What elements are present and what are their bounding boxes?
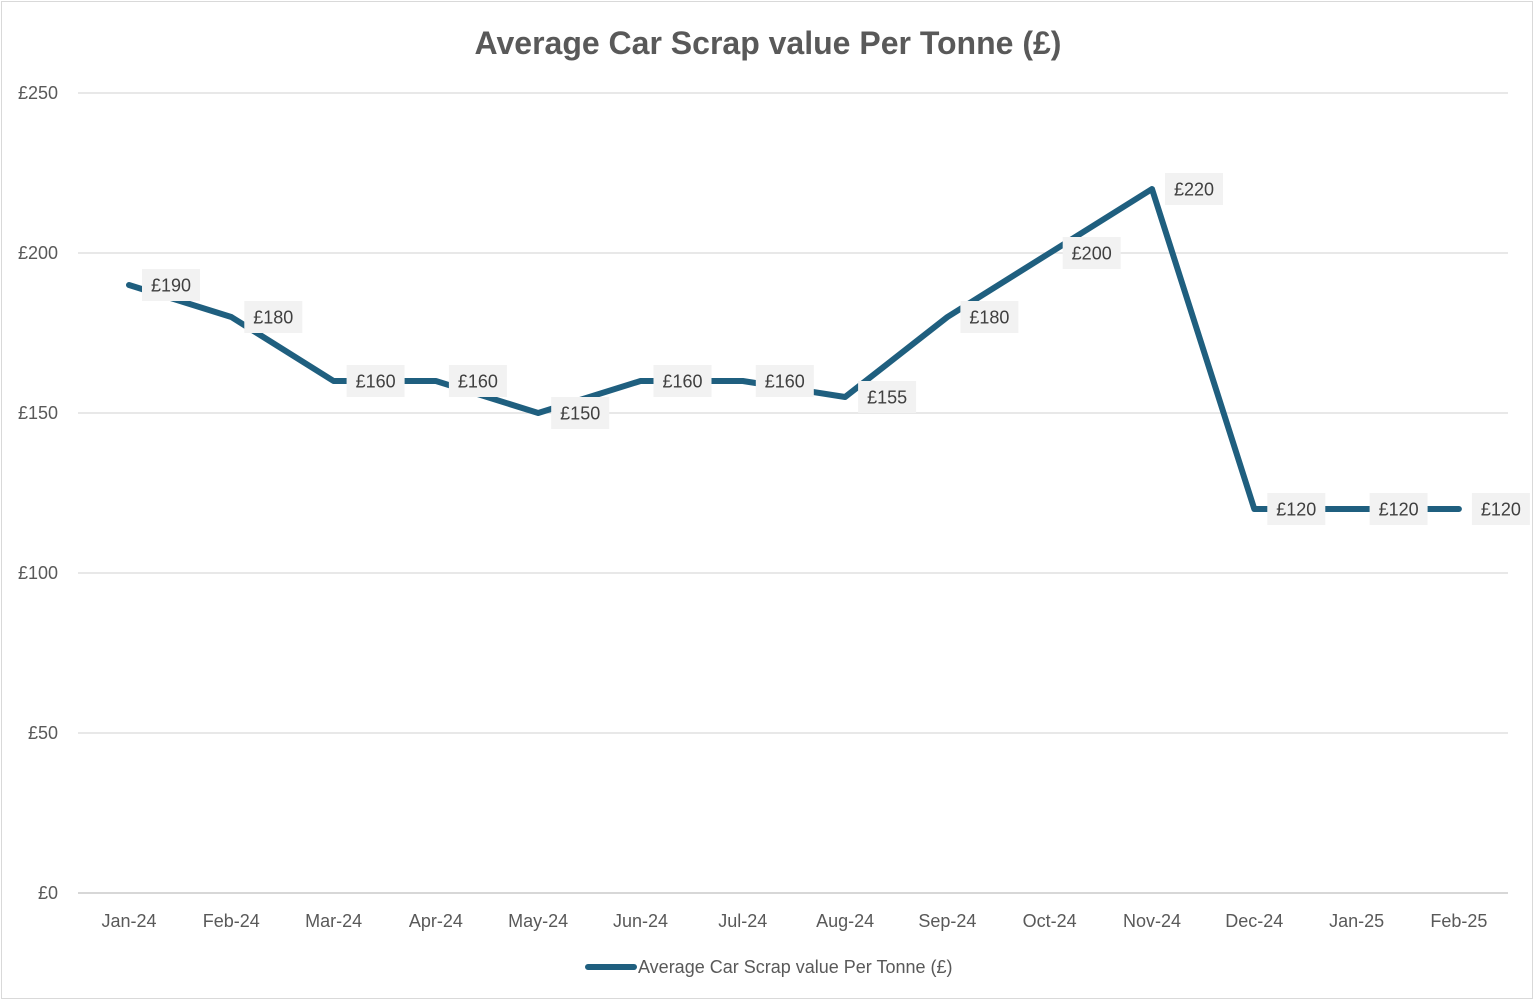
data-label-background	[653, 365, 712, 397]
data-label: £120	[1369, 493, 1428, 525]
data-label-background	[1471, 493, 1530, 525]
x-tick-label: Sep-24	[918, 911, 976, 931]
x-tick-label: Jun-24	[613, 911, 668, 931]
data-label-background	[1062, 237, 1121, 269]
y-tick-label: £100	[18, 563, 58, 583]
x-tick-label: Apr-24	[409, 911, 463, 931]
x-tick-label: Jul-24	[718, 911, 767, 931]
x-tick-label: Jan-25	[1329, 911, 1384, 931]
x-tick-label: Nov-24	[1123, 911, 1181, 931]
x-tick-label: May-24	[508, 911, 568, 931]
data-label: £120	[1267, 493, 1326, 525]
y-tick-label: £0	[38, 883, 58, 903]
legend-label: Average Car Scrap value Per Tonne (£)	[638, 957, 953, 977]
data-label: £160	[448, 365, 507, 397]
data-label-background	[858, 381, 917, 413]
data-label-text: £180	[253, 308, 293, 328]
data-label-background	[1267, 493, 1326, 525]
x-tick-label: Feb-25	[1430, 911, 1487, 931]
series-line	[126, 186, 1462, 512]
data-label-background	[960, 301, 1019, 333]
x-tick-label: Oct-24	[1023, 911, 1077, 931]
data-label: £160	[346, 365, 405, 397]
data-label-text: £160	[458, 372, 498, 392]
data-label-text: £150	[560, 404, 600, 424]
data-label: £155	[858, 381, 917, 413]
chart-title: Average Car Scrap value Per Tonne (£)	[475, 25, 1062, 61]
data-label: £200	[1062, 237, 1121, 269]
data-label: £150	[551, 397, 610, 429]
data-label: £190	[142, 269, 200, 301]
data-label-text: £155	[867, 388, 907, 408]
data-label-text: £180	[969, 308, 1009, 328]
data-label-background	[755, 365, 814, 397]
data-label-text: £220	[1174, 180, 1214, 200]
data-labels: £190 £180 £160 £160 £150 £160 £160 £155 £180 £200…	[142, 173, 1530, 525]
x-tick-label: Mar-24	[305, 911, 362, 931]
data-label: £160	[653, 365, 712, 397]
y-axis-ticks: £0 £50 £100 £150 £200 £250	[18, 83, 58, 903]
data-label-background	[1369, 493, 1428, 525]
x-tick-label: Feb-24	[203, 911, 260, 931]
y-tick-label: £150	[18, 403, 58, 423]
data-label-text: £160	[356, 372, 396, 392]
data-label-background	[1165, 173, 1223, 205]
data-label-background	[551, 397, 610, 429]
x-tick-label: Jan-24	[101, 911, 156, 931]
data-label-text: £120	[1481, 500, 1521, 520]
data-label-text: £160	[662, 372, 702, 392]
data-label: £180	[244, 301, 303, 333]
data-label-text: £120	[1276, 500, 1316, 520]
data-label-text: £120	[1379, 500, 1419, 520]
x-tick-label: Aug-24	[816, 911, 874, 931]
data-label-background	[244, 301, 303, 333]
legend[interactable]: Average Car Scrap value Per Tonne (£)	[585, 957, 953, 977]
data-label-text: £200	[1072, 244, 1112, 264]
x-axis-ticks: Jan-24 Feb-24 Mar-24 Apr-24 May-24 Jun-24 Jul-…	[101, 911, 1487, 931]
data-label-background	[448, 365, 507, 397]
data-label-background	[142, 269, 200, 301]
data-label: £120	[1471, 493, 1530, 525]
data-label-text: £160	[765, 372, 805, 392]
data-label: £220	[1165, 173, 1223, 205]
data-label-text: £190	[151, 276, 191, 296]
y-tick-label: £50	[28, 723, 58, 743]
data-label-background	[346, 365, 405, 397]
series-lines	[126, 186, 1462, 512]
data-label: £180	[960, 301, 1019, 333]
gridlines	[78, 92, 1508, 894]
y-tick-label: £200	[18, 243, 58, 263]
y-tick-label: £250	[18, 83, 58, 103]
data-label: £160	[755, 365, 814, 397]
x-tick-label: Dec-24	[1225, 911, 1283, 931]
